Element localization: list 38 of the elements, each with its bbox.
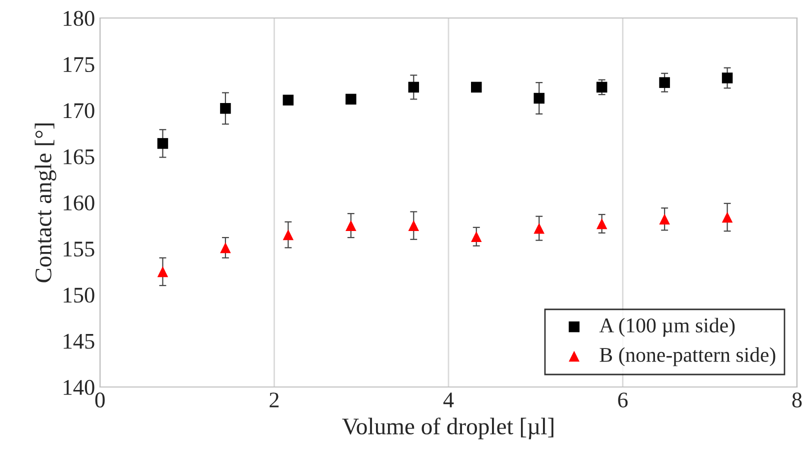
x-tick-label: 2 <box>270 392 279 408</box>
point <box>471 231 482 242</box>
y-tick-label: 180 <box>64 10 94 26</box>
y-tick-label: 170 <box>64 103 94 118</box>
point <box>722 212 733 223</box>
point <box>659 77 670 88</box>
point <box>157 138 168 149</box>
point <box>408 82 420 93</box>
point <box>282 94 294 106</box>
y-tick-label: 145 <box>64 334 94 349</box>
y-tick-label: 155 <box>64 242 94 257</box>
point <box>659 214 670 224</box>
point <box>722 72 733 84</box>
x-axis-title: Volume of droplet [µl] <box>342 418 554 440</box>
point <box>346 220 356 231</box>
y-axis-title: Contact angle [°] <box>34 123 56 282</box>
point <box>596 218 608 230</box>
y-tick-label: 160 <box>64 195 94 210</box>
point <box>220 103 231 114</box>
point <box>534 92 544 104</box>
point <box>157 266 168 278</box>
y-tick-label: 165 <box>64 149 94 164</box>
point <box>220 242 231 254</box>
y-tick-label: 140 <box>64 380 94 395</box>
x-tick-label: 8 <box>792 392 802 408</box>
point <box>282 229 294 240</box>
y-tick-label: 175 <box>64 57 94 72</box>
point <box>596 82 608 93</box>
point <box>346 94 356 105</box>
x-tick-label: 0 <box>95 392 105 408</box>
legend-label: B (none-pattern side) <box>600 347 776 366</box>
x-tick-label: 4 <box>443 392 454 408</box>
point <box>534 222 544 234</box>
legend-label: A (100 µm side) <box>599 318 735 337</box>
x-tick-label: 6 <box>618 392 628 408</box>
y-tick-label: 150 <box>64 288 94 303</box>
point <box>408 220 420 231</box>
point <box>471 82 482 93</box>
